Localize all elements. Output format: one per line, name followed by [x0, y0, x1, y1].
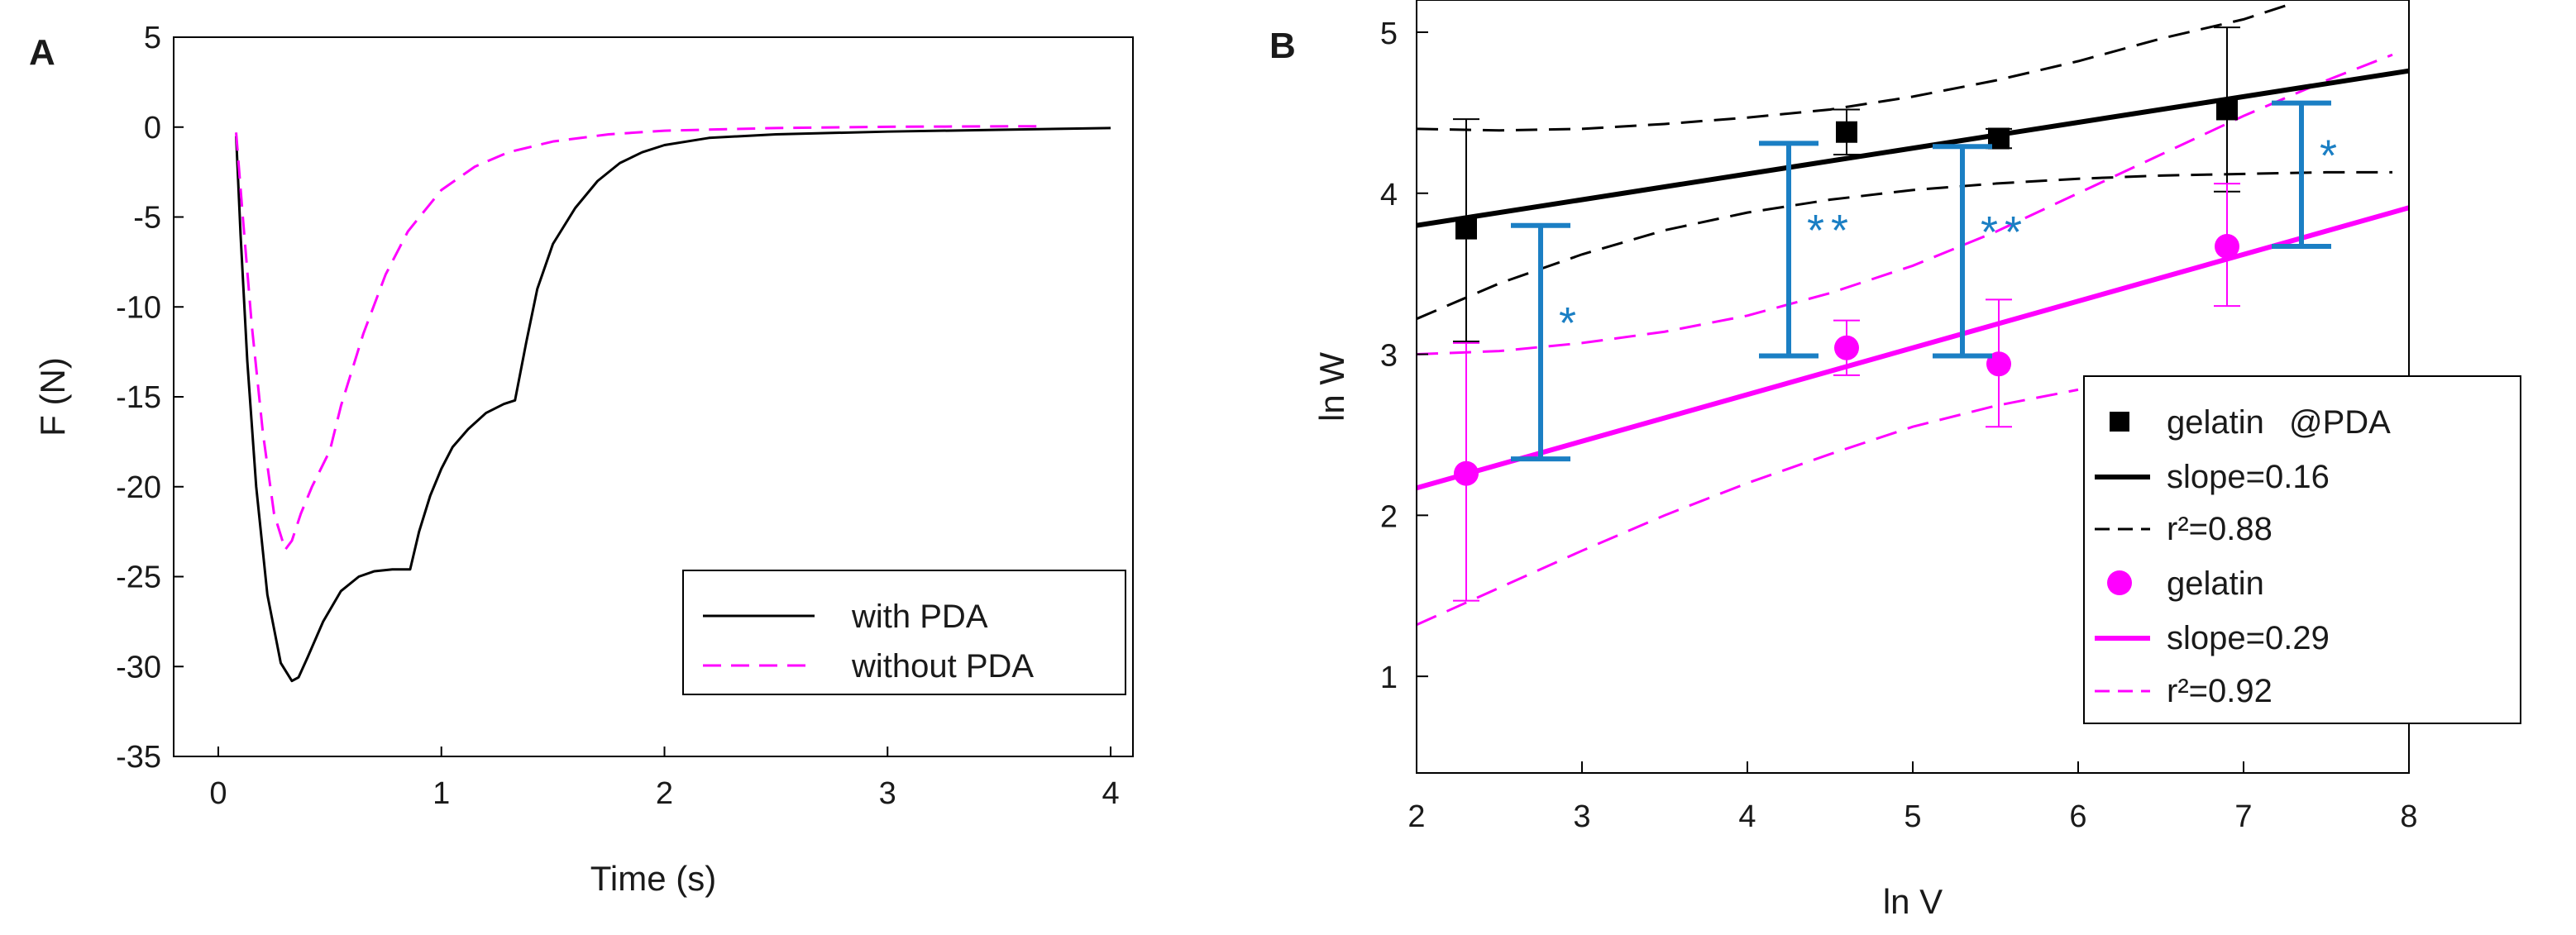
- data-point-gelatin: [1986, 351, 2011, 377]
- panel-a-x-axis: 0 1 2 3 4: [209, 747, 1120, 811]
- y-tick-label: -15: [116, 380, 161, 415]
- data-point-gelatin-pda: [1455, 217, 1477, 240]
- confidence-band-upper-gelatin: [1416, 53, 2393, 356]
- x-tick-label: 5: [1904, 799, 1921, 834]
- x-tick-label: 7: [2234, 799, 2252, 834]
- fit-line-gelatin: [1416, 205, 2410, 491]
- x-tick-label: 4: [1738, 799, 1756, 834]
- significance-label: *: [1559, 298, 1583, 348]
- y-tick-label: 0: [144, 111, 161, 145]
- data-point-gelatin-pda: [1836, 121, 1857, 143]
- data-point-gelatin: [1834, 335, 1859, 360]
- panel-a-series: [235, 125, 1111, 683]
- panel-a-y-axis: 5 0 -5 -10 -15 -20 -25 -30 -35: [116, 21, 184, 775]
- y-tick-label: -25: [116, 561, 161, 595]
- data-point-gelatin-pda: [2216, 98, 2238, 121]
- confidence-band-lower-gelatin: [1416, 388, 2079, 627]
- y-tick-label: 3: [1380, 339, 1398, 374]
- panel-a-legend: with PDA without PDA: [682, 570, 1126, 695]
- panel-b-y-axis-label: ln W: [1312, 352, 1351, 422]
- panel-a-label: A: [29, 32, 55, 73]
- legend-label-slope-029: slope=0.29: [2167, 620, 2330, 656]
- legend-label-without-pda: without PDA: [851, 648, 1034, 685]
- confidence-band-upper-gelatin-pda: [1416, 2, 2294, 132]
- y-tick-label: 1: [1380, 661, 1398, 695]
- legend-label-r2-092: r²=0.92: [2167, 673, 2273, 709]
- panel-b-y-axis: 1 2 3 4 5: [1380, 17, 1428, 695]
- legend-label-r2-088: r²=0.88: [2167, 511, 2273, 547]
- fit-line-gelatin-pda: [1416, 68, 2410, 228]
- legend-marker-gelatin: [2107, 570, 2132, 595]
- panel-a: A 5 0 -5 -10 -15 -20 -25 -30 -35 0 1 2 3 4 F (N) Tim…: [29, 21, 1134, 898]
- legend-marker-gelatin-pda: [2110, 412, 2129, 432]
- series-line-without-pda: [235, 125, 1044, 551]
- x-tick-label: 0: [209, 776, 227, 811]
- panel-b-fit-lines: [1416, 68, 2410, 491]
- legend-label-slope-016: slope=0.16: [2167, 459, 2330, 495]
- x-tick-label: 2: [1407, 799, 1425, 834]
- y-tick-label: -30: [116, 650, 161, 685]
- legend-label-with-pda: with PDA: [851, 599, 988, 635]
- panel-b-confidence-bands: [1416, 2, 2393, 627]
- data-point-gelatin: [2215, 234, 2239, 260]
- panel-a-y-axis-label: F (N): [33, 357, 72, 436]
- legend-label-gelatin-pda-right: @PDA: [2289, 404, 2391, 441]
- legend-label-gelatin-pda-left: gelatin: [2167, 404, 2264, 441]
- panel-b-label: B: [1269, 26, 1296, 66]
- x-tick-label: 3: [1573, 799, 1590, 834]
- panel-b-x-axis-label: ln V: [1883, 882, 1943, 921]
- x-tick-label: 8: [2400, 799, 2417, 834]
- significance-label: **: [1807, 206, 1855, 255]
- x-tick-label: 3: [879, 776, 896, 811]
- x-tick-label: 4: [1102, 776, 1119, 811]
- panel-b-x-axis: 2 3 4 5 6 7 8: [1407, 761, 2418, 834]
- x-tick-label: 1: [433, 776, 450, 811]
- y-tick-label: -5: [133, 201, 161, 236]
- panel-a-x-axis-label: Time (s): [590, 859, 716, 898]
- y-tick-label: 5: [144, 21, 161, 55]
- significance-label: *: [2320, 131, 2344, 180]
- legend-label-gelatin: gelatin: [2167, 565, 2264, 602]
- panel-a-legend-box: [682, 570, 1126, 695]
- y-tick-label: -20: [116, 470, 161, 505]
- panel-b-data-points: [1454, 98, 2239, 486]
- x-tick-label: 2: [656, 776, 673, 811]
- y-tick-label: 4: [1380, 178, 1398, 212]
- panel-b-significance-bars: *** ***: [1511, 100, 2344, 462]
- panel-b-legend-box: [2083, 375, 2521, 724]
- panel-b-legend: gelatin @PDA slope=0.16 r²=0.88 gelatin …: [2083, 375, 2521, 724]
- x-tick-label: 6: [2069, 799, 2086, 834]
- y-tick-label: -35: [116, 740, 161, 775]
- significance-label: **: [1981, 208, 2029, 257]
- data-point-gelatin: [1454, 460, 1479, 486]
- series-line-with-pda: [235, 126, 1111, 683]
- y-tick-label: 5: [1380, 17, 1398, 51]
- confidence-band-lower-gelatin-pda: [1416, 170, 2392, 321]
- y-tick-label: 2: [1380, 499, 1398, 534]
- y-tick-label: -10: [116, 290, 161, 325]
